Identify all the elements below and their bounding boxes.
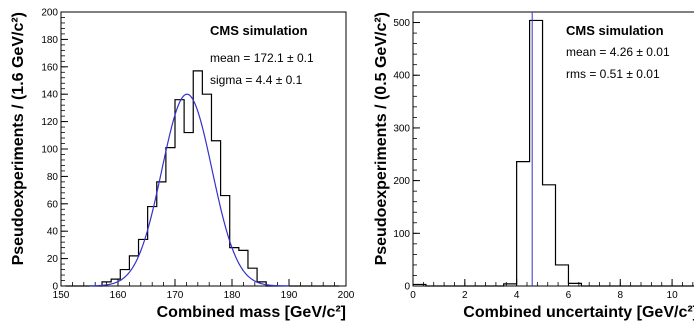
y-tick-label: 40 [47,227,59,238]
y-tick-label: 140 [41,90,58,101]
left-gaussian-fit [89,93,290,287]
x-tick-label: 10 [667,290,679,301]
x-tick-label: 180 [224,290,241,301]
y-tick-label: 0 [52,282,58,293]
right-y-tick-labels: 0 100 200 300 400 500 [393,18,410,292]
y-tick-label: 0 [404,282,410,293]
x-tick-label: 2 [462,290,468,301]
y-tick-label: 160 [41,62,58,73]
y-tick-label: 120 [41,117,58,128]
y-tick-label: 100 [393,229,410,240]
y-tick-label: 200 [393,176,410,187]
x-tick-label: 150 [53,290,70,301]
y-tick-label: 60 [47,199,59,210]
y-tick-label: 80 [47,172,59,183]
left-cms-label: CMS simulation [210,23,308,38]
y-tick-label: 400 [393,71,410,82]
x-tick-label: 8 [617,290,623,301]
x-tick-label: 0 [410,290,416,301]
right-stat-mean: mean = 4.26 ± 0.01 [566,45,670,59]
right-x-tick-labels: 0 2 4 6 8 10 [410,290,678,301]
y-tick-label: 100 [41,145,58,156]
left-stat-mean: mean = 172.1 ± 0.1 [210,51,314,65]
y-tick-label: 200 [41,8,58,19]
right-stat-rms: rms = 0.51 ± 0.01 [566,67,660,81]
left-y-axis-title: Pseudoexperiments / (1.6 GeV/c²) [10,12,27,265]
right-y-axis-title: Pseudoexperiments / (0.5 GeV/c²) [373,12,390,265]
right-cms-label: CMS simulation [566,23,664,38]
x-tick-label: 200 [338,290,355,301]
left-panel: 150 160 170 180 190 200 0 20 40 60 80 100 120 140 160… [10,8,355,322]
x-tick-label: 4 [514,290,520,301]
left-x-tick-labels: 150 160 170 180 190 200 [53,290,355,301]
y-tick-label: 180 [41,35,58,46]
left-histogram [65,70,340,287]
x-tick-label: 160 [110,290,127,301]
y-tick-label: 20 [47,254,59,265]
x-tick-label: 170 [167,290,184,301]
right-histogram [413,19,694,287]
left-axis-ticks [60,11,347,287]
y-tick-label: 300 [393,123,410,134]
left-stat-sigma: sigma = 4.4 ± 0.1 [210,73,303,87]
x-tick-label: 190 [281,290,298,301]
left-x-axis-title: Combined mass [GeV/c²] [157,304,346,321]
right-x-axis-title: Combined uncertainty [GeV/c²] [463,304,694,321]
left-y-tick-labels: 0 20 40 60 80 100 120 140 160 180 200 [41,8,58,293]
x-tick-label: 6 [566,290,572,301]
y-tick-label: 500 [393,18,410,29]
